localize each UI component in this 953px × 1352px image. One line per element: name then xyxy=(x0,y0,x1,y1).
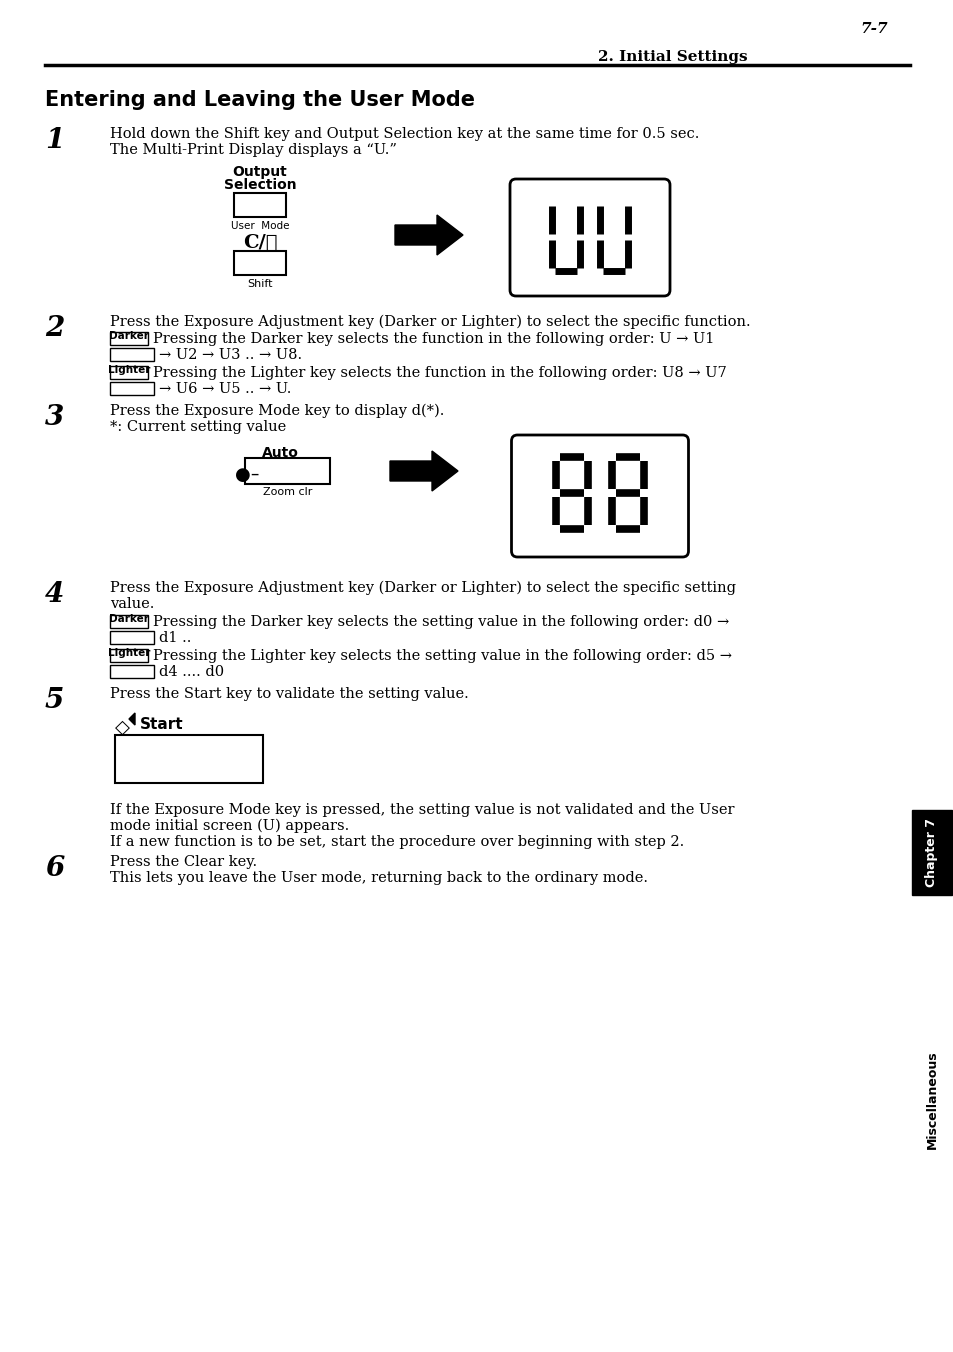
Text: The Multi-Print Display displays a “U.”: The Multi-Print Display displays a “U.” xyxy=(110,143,396,157)
Text: ●: ● xyxy=(234,466,251,484)
Text: Entering and Leaving the User Mode: Entering and Leaving the User Mode xyxy=(45,91,475,110)
Text: 3: 3 xyxy=(45,404,64,431)
Text: Press the Exposure Adjustment key (Darker or Lighter) to select the specific set: Press the Exposure Adjustment key (Darke… xyxy=(110,581,735,595)
Text: ◇: ◇ xyxy=(114,719,130,737)
Text: –: – xyxy=(250,465,258,483)
FancyBboxPatch shape xyxy=(110,649,148,662)
Text: → U6 → U5 .. → U.: → U6 → U5 .. → U. xyxy=(159,383,291,396)
Polygon shape xyxy=(395,215,462,256)
Text: Chapter 7: Chapter 7 xyxy=(924,818,938,887)
Text: 4: 4 xyxy=(45,581,64,608)
Text: Press the Exposure Adjustment key (Darker or Lighter) to select the specific fun: Press the Exposure Adjustment key (Darke… xyxy=(110,315,750,330)
FancyBboxPatch shape xyxy=(115,735,263,783)
Text: 5: 5 xyxy=(45,687,64,714)
FancyBboxPatch shape xyxy=(233,251,286,274)
Text: User  Mode: User Mode xyxy=(231,220,289,231)
FancyBboxPatch shape xyxy=(110,665,153,677)
Polygon shape xyxy=(390,452,457,491)
Text: Lighter: Lighter xyxy=(108,365,150,375)
Text: Pressing the Lighter key selects the function in the following order: U8 → U7: Pressing the Lighter key selects the fun… xyxy=(152,366,726,380)
Text: 6: 6 xyxy=(45,854,64,882)
Text: 7-7: 7-7 xyxy=(859,22,886,37)
Text: If the Exposure Mode key is pressed, the setting value is not validated and the : If the Exposure Mode key is pressed, the… xyxy=(110,803,734,817)
Text: This lets you leave the User mode, returning back to the ordinary mode.: This lets you leave the User mode, retur… xyxy=(110,871,647,886)
Text: Pressing the Lighter key selects the setting value in the following order: d5 →: Pressing the Lighter key selects the set… xyxy=(152,649,731,662)
Text: Auto: Auto xyxy=(261,446,298,460)
Text: Zoom clr: Zoom clr xyxy=(263,487,313,498)
Text: mode initial screen (U) appears.: mode initial screen (U) appears. xyxy=(110,819,349,833)
FancyBboxPatch shape xyxy=(110,383,153,395)
Text: Hold down the Shift key and Output Selection key at the same time for 0.5 sec.: Hold down the Shift key and Output Selec… xyxy=(110,127,699,141)
FancyBboxPatch shape xyxy=(511,435,688,557)
Text: Pressing the Darker key selects the setting value in the following order: d0 →: Pressing the Darker key selects the sett… xyxy=(152,615,728,629)
FancyBboxPatch shape xyxy=(110,615,148,627)
FancyBboxPatch shape xyxy=(110,366,148,379)
Text: → U2 → U3 .. → U8.: → U2 → U3 .. → U8. xyxy=(159,347,302,362)
Text: d1 ..: d1 .. xyxy=(159,631,192,645)
Text: 2: 2 xyxy=(45,315,64,342)
Text: *: Current setting value: *: Current setting value xyxy=(110,420,286,434)
FancyBboxPatch shape xyxy=(110,631,153,644)
Text: Miscellaneous: Miscellaneous xyxy=(924,1051,938,1149)
FancyBboxPatch shape xyxy=(510,178,669,296)
Text: Shift: Shift xyxy=(247,279,273,289)
Text: Press the Clear key.: Press the Clear key. xyxy=(110,854,257,869)
FancyBboxPatch shape xyxy=(245,458,330,484)
Text: C/∅: C/∅ xyxy=(242,234,277,251)
Text: 1: 1 xyxy=(45,127,64,154)
Text: d4 .... d0: d4 .... d0 xyxy=(159,665,224,679)
Text: Pressing the Darker key selects the function in the following order: U → U1: Pressing the Darker key selects the func… xyxy=(152,333,714,346)
Text: value.: value. xyxy=(110,598,154,611)
Text: Lighter: Lighter xyxy=(108,648,150,658)
Text: Start: Start xyxy=(140,717,183,731)
Text: Press the Start key to validate the setting value.: Press the Start key to validate the sett… xyxy=(110,687,468,700)
Text: Darker: Darker xyxy=(109,331,149,341)
Text: Selection: Selection xyxy=(223,178,296,192)
Bar xyxy=(911,810,951,895)
Text: Darker: Darker xyxy=(109,614,149,625)
Text: If a new function is to be set, start the procedure over beginning with step 2.: If a new function is to be set, start th… xyxy=(110,836,683,849)
FancyBboxPatch shape xyxy=(110,347,153,361)
FancyBboxPatch shape xyxy=(110,333,148,345)
FancyBboxPatch shape xyxy=(233,193,286,218)
Text: 2. Initial Settings: 2. Initial Settings xyxy=(598,50,747,64)
Text: Output: Output xyxy=(233,165,287,178)
Text: Press the Exposure Mode key to display d(*).: Press the Exposure Mode key to display d… xyxy=(110,404,444,418)
Polygon shape xyxy=(129,713,135,725)
